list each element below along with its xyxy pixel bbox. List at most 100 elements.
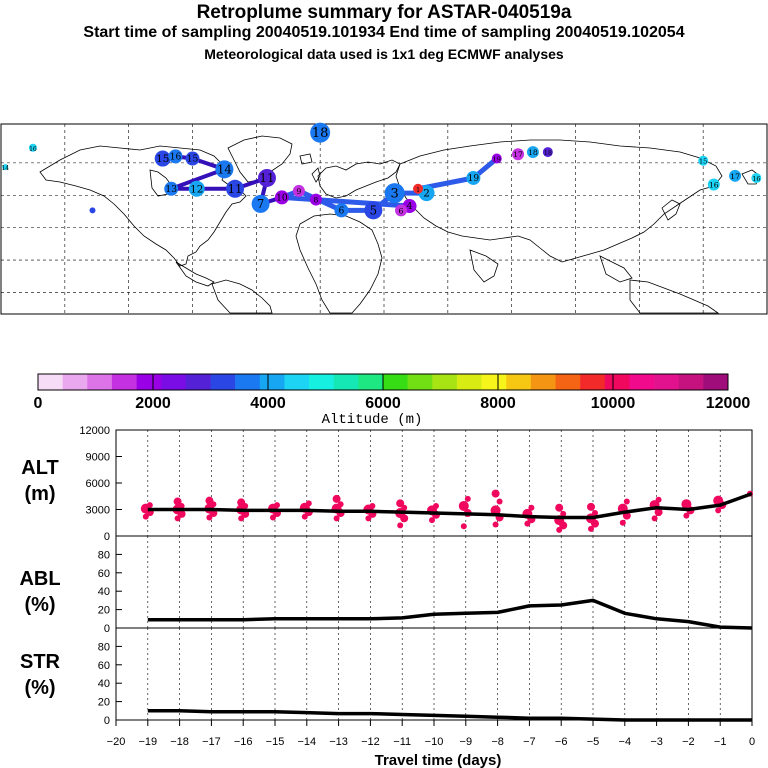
- colorbar-tick-label: 6000: [365, 395, 401, 412]
- alt-panel-label: ALT: [21, 457, 58, 479]
- plume-point: [491, 153, 502, 164]
- colorbar-swatch: [358, 374, 384, 390]
- plume-point: [2, 164, 9, 171]
- abl-y-tick-label: 0: [104, 623, 110, 635]
- x-tick-label: −18: [170, 736, 189, 748]
- plume-point-label: 12: [190, 183, 203, 195]
- str-y-tick-label: 40: [98, 678, 110, 690]
- plume-point: [28, 143, 37, 152]
- plume-point: [542, 147, 553, 158]
- alt-scatter-point: [274, 502, 280, 509]
- x-axis-ticks: −20 −19 −18 −17 −16 −15 −14 −13 −12 −11 −10 −9 −8 −7−…: [107, 720, 755, 748]
- coastlines: [39, 135, 761, 314]
- plume-point-label: 7: [257, 197, 264, 211]
- alt-scatter-point: [460, 523, 467, 530]
- alt-scatter-point: [654, 508, 663, 517]
- str-series-line: [147, 709, 752, 722]
- colorbar-swatch: [383, 374, 408, 390]
- str-y-tick-label: 0: [104, 715, 110, 727]
- plume-point-label: 16: [709, 180, 719, 189]
- alt-scatter-point: [429, 517, 435, 524]
- alt-y-tick-label: 12000: [79, 425, 110, 437]
- plume-point-label: 5: [370, 203, 377, 217]
- alt-scatter-point: [651, 515, 658, 522]
- plume-point-label: 8: [313, 196, 318, 205]
- alt-scatter-point: [588, 525, 594, 532]
- plume-point-label: 6: [339, 207, 345, 217]
- plume-point-label: 3: [390, 187, 398, 202]
- map-frame: [0, 123, 768, 315]
- colorbar-swatch: [161, 374, 187, 390]
- colorbar-swatch: [235, 374, 261, 390]
- abl-y-tick-label: 20: [98, 605, 110, 617]
- alt-y-tick-label: 3000: [86, 505, 110, 517]
- x-tick-label: −11: [393, 736, 411, 748]
- alt-scatter-point: [681, 499, 692, 510]
- plume-point-label: 15: [699, 158, 707, 166]
- alt-series-line: [147, 491, 753, 520]
- alt-scatter-point: [464, 495, 471, 502]
- plume-point-label: 15: [156, 153, 169, 165]
- x-tick-label: −19: [138, 736, 157, 748]
- x-tick-label: −2: [682, 736, 695, 748]
- plume-point-label: 11: [228, 182, 243, 196]
- panel-gridlines: [116, 430, 753, 720]
- colorbar-swatch: [62, 374, 88, 390]
- alt-scatter-point: [587, 502, 595, 511]
- colorbar-frame: [37, 373, 729, 391]
- plume-point-label: 16: [752, 175, 760, 183]
- colorbar-swatch: [407, 374, 433, 390]
- plume-point: [466, 170, 481, 185]
- plume-point: [384, 183, 405, 204]
- plume-point-label: 16: [29, 146, 37, 153]
- time-series-panels: 0 3000 6000 9000 12000 0 20 40 60 80 0 20 40 60 80 ALT…: [19, 425, 755, 768]
- colorbar-tick-label: 2000: [135, 395, 171, 412]
- alt-scatter-point: [332, 494, 341, 503]
- colorbar-swatch: [456, 374, 482, 390]
- str-panel-label: STR: [20, 651, 61, 673]
- plume-point: [292, 184, 305, 197]
- colorbar-swatches: [38, 374, 729, 390]
- alt-scatter-point: [496, 498, 503, 505]
- alt-scatter-point: [458, 500, 469, 511]
- alt-scatter-point: [560, 510, 567, 517]
- plume-point: [309, 193, 322, 206]
- alt-y-tick-label: 9000: [86, 452, 110, 464]
- colorbar-swatch: [185, 374, 211, 390]
- x-tick-label: −14: [297, 736, 316, 748]
- abl-panel-unit: (%): [24, 594, 55, 616]
- x-tick-label: −8: [491, 736, 504, 748]
- abl-panel-label: ABL: [19, 568, 60, 590]
- x-tick-label: −20: [107, 736, 126, 748]
- colorbar-swatch: [506, 374, 532, 390]
- colorbar-swatch: [284, 374, 310, 390]
- abl-y-tick-label: 60: [98, 568, 110, 580]
- colorbar-swatch: [481, 374, 507, 390]
- alt-scatter-point: [237, 498, 246, 507]
- colorbar-swatch: [309, 374, 335, 390]
- colorbar-swatch: [333, 374, 359, 390]
- alt-scatter-point: [397, 522, 404, 529]
- met-data-note: Meteorological data used is 1x1 deg ECMW…: [204, 46, 564, 62]
- alt-scatter-point: [491, 489, 500, 498]
- x-tick-label: −17: [202, 736, 221, 748]
- colorbar-swatch: [580, 374, 606, 390]
- alt-scatter-point: [715, 507, 722, 514]
- alt-scatter-point: [555, 503, 564, 512]
- plume-point-label: 18: [312, 126, 329, 141]
- plume-point: [395, 204, 408, 217]
- colorbar-swatch: [87, 374, 113, 390]
- plume-point-label: 14: [1, 165, 9, 172]
- x-tick-label: −10: [425, 736, 444, 748]
- alt-scatter-point: [528, 504, 535, 511]
- colorbar-swatch: [111, 374, 137, 390]
- alt-scatter-point: [490, 505, 501, 516]
- alt-scatter-point: [337, 501, 344, 508]
- plume-point: [154, 150, 171, 167]
- colorbar-swatch: [555, 374, 581, 390]
- str-y-tick-label: 20: [98, 697, 110, 709]
- x-tick-label: −16: [234, 736, 253, 748]
- plume-point: [698, 155, 709, 166]
